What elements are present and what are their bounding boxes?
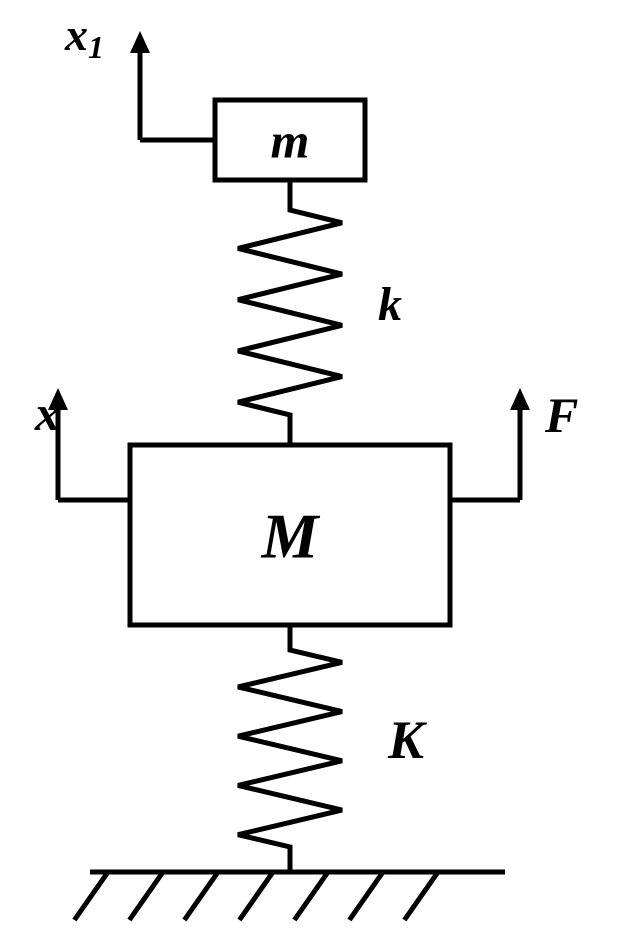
mass-m-label: m [271,113,310,169]
spring-k-label: k [378,278,402,331]
mass-M-label: M [261,500,321,571]
arrow-x-label: x [34,385,60,441]
spring-K-label: K [387,710,428,770]
arrow-x1-label: x1 [64,9,104,65]
arrow-F-label: F [544,387,578,443]
